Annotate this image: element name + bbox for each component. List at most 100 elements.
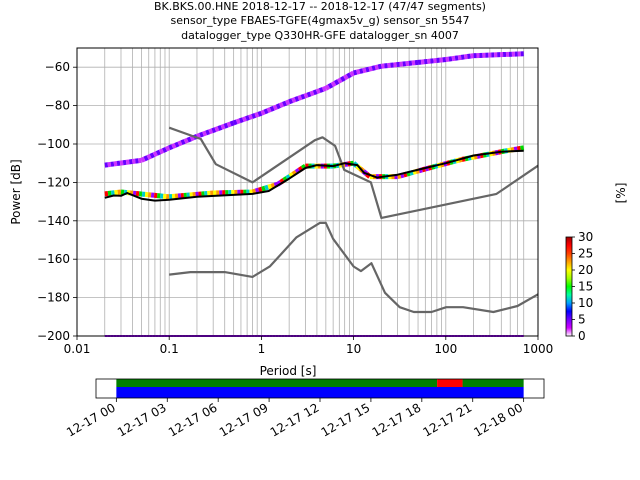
pdf-segment	[470, 154, 475, 161]
pdf-segment	[365, 66, 370, 73]
plot-frame	[76, 47, 539, 337]
pdf-segment	[300, 93, 306, 100]
probability-density-bands	[104, 51, 525, 337]
colorbar-tick-label: 15	[578, 280, 593, 294]
pdf-segment	[406, 170, 411, 177]
timeline-segment	[116, 387, 524, 398]
colorbar-tick-label: 25	[578, 247, 593, 261]
pdf-segment	[349, 70, 355, 77]
pdf-segment	[272, 104, 278, 111]
pdf-segment	[321, 85, 327, 92]
pdf-segment	[180, 139, 186, 146]
pdf-segment	[412, 169, 417, 175]
pdf-segment	[294, 168, 301, 175]
pdf-segment	[516, 145, 521, 152]
pdf-segment	[254, 111, 260, 118]
pdf-segment	[226, 121, 232, 128]
pdf-segment	[318, 87, 324, 93]
pdf-segment	[510, 147, 515, 153]
pdf-segment	[158, 148, 165, 155]
colorbar-scale	[565, 236, 573, 337]
y-tick-label: −180	[37, 291, 70, 305]
pdf-segment	[324, 84, 331, 91]
pdf-segment	[288, 172, 295, 179]
pdf-segment	[235, 118, 241, 125]
x-tick-label: 1	[258, 342, 266, 356]
pdf-segment	[214, 126, 220, 132]
y-tick-label: −100	[37, 137, 70, 151]
pdf-segment	[291, 170, 298, 177]
pdf-segment	[177, 140, 183, 147]
pdf-segment	[291, 97, 297, 103]
pdf-segment	[336, 77, 343, 84]
pdf-segment	[300, 163, 307, 171]
x-tick-label: 100	[434, 342, 457, 356]
x-tick-label: 0.01	[64, 342, 91, 356]
mean-line	[104, 149, 524, 202]
pdf-segment	[343, 74, 349, 81]
pdf-segment	[371, 65, 376, 71]
figure-title: BK.BKS.00.HNE 2018-12-17 -- 2018-12-17 (…	[154, 0, 486, 42]
pdf-segment	[306, 91, 312, 98]
y-tick-label: −140	[37, 214, 70, 228]
pdf-segment	[356, 69, 361, 75]
title-line-1: BK.BKS.00.HNE 2018-12-17 -- 2018-12-17 (…	[154, 0, 486, 13]
pdf-segment	[333, 79, 340, 86]
pdf-segment	[400, 172, 405, 179]
pdf-segment	[248, 114, 253, 120]
colorbar-tick-label: 10	[578, 296, 593, 310]
pdf-segment	[258, 186, 263, 193]
pdf-segment	[267, 183, 273, 190]
timeline-tick-label: 12-17 06	[166, 400, 220, 439]
timeline-tick-label: 12-17 00	[64, 400, 118, 439]
pdf-segment	[223, 122, 229, 129]
timeline-segment	[462, 379, 524, 387]
pdf-segment	[377, 63, 382, 70]
pdf-segment	[261, 185, 266, 192]
pdf-segment	[312, 89, 318, 96]
pdf-segment	[473, 153, 478, 160]
x-axis-label: Period [s]	[260, 364, 317, 378]
pdf-segment	[186, 136, 192, 143]
pdf-segment	[266, 107, 272, 114]
pdf-segment	[303, 92, 309, 99]
pdf-segment	[278, 102, 284, 108]
pdf-segment	[513, 146, 518, 152]
pdf-segment	[479, 152, 484, 159]
pdf-segment	[242, 116, 247, 123]
pdf-segment	[269, 105, 275, 112]
timeline-tick-label: 12-17 09	[217, 400, 271, 439]
pdf-segment	[208, 128, 214, 135]
pdf-segment	[330, 81, 337, 88]
pdf-segment	[396, 173, 402, 180]
pdf-segment	[409, 169, 414, 176]
pdf-segment	[143, 155, 149, 162]
pdf-segment	[171, 142, 177, 149]
colorbar-tick-label: 5	[578, 313, 586, 327]
x-tick-label: 0.1	[160, 342, 179, 356]
pdf-segment	[183, 137, 189, 144]
pdf-segment	[346, 72, 352, 79]
pdf-segment	[217, 125, 223, 131]
pdf-segment	[140, 156, 146, 163]
pdf-band	[104, 145, 525, 200]
x-tick-label: 10	[346, 342, 361, 356]
pdf-segment	[288, 98, 294, 105]
plot-axes: 0.01 0.1 1 10 100 1000 −60 −80 −100 −120 −140 −160 −…	[37, 47, 553, 356]
pdf-segment	[202, 130, 207, 137]
pdf-segment	[309, 90, 315, 97]
pdf-segment	[297, 94, 303, 101]
timeline-tick-label: 12-17 15	[319, 400, 373, 439]
pdf-segment	[476, 153, 481, 159]
pdf-segment	[315, 88, 321, 95]
pdf-segment	[273, 181, 279, 188]
colorbar-tick-label: 30	[578, 230, 593, 244]
pdf-segment	[415, 168, 420, 174]
pdf-segment	[196, 132, 201, 139]
pdf-segment	[368, 66, 373, 72]
pdf-segment	[327, 82, 334, 89]
pdf-segment	[282, 100, 288, 107]
pdf-segment	[520, 145, 525, 151]
pdf-segment	[403, 171, 408, 178]
